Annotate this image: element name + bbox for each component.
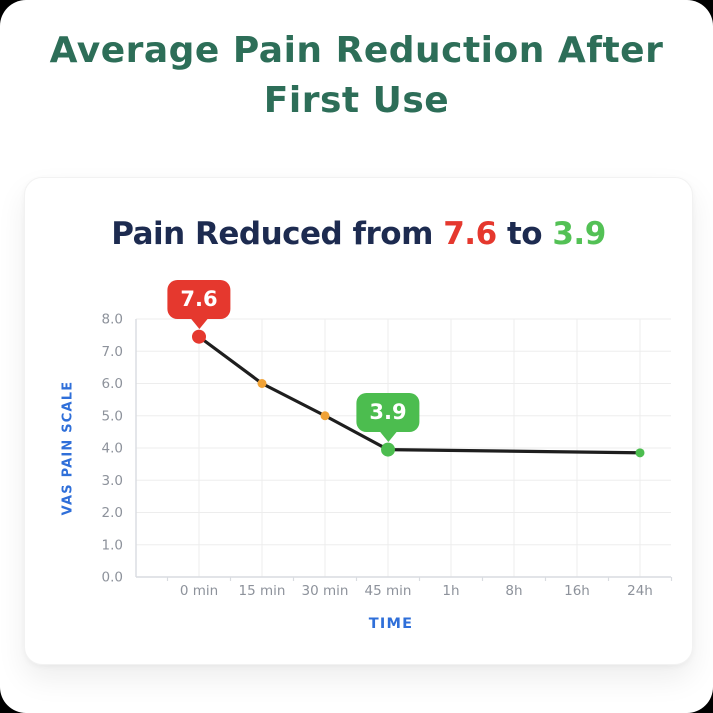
svg-text:15 min: 15 min: [239, 583, 286, 599]
start-value-badge: 7.6: [167, 279, 231, 319]
pain-start-value: 7.6: [443, 216, 497, 252]
svg-text:2.0: 2.0: [102, 505, 123, 521]
svg-text:6.0: 6.0: [102, 376, 123, 392]
svg-text:4.0: 4.0: [102, 441, 123, 457]
svg-text:24h: 24h: [627, 583, 653, 599]
svg-text:5.0: 5.0: [102, 408, 123, 424]
svg-text:0.0: 0.0: [102, 570, 123, 586]
svg-text:16h: 16h: [564, 583, 590, 599]
page-title: Average Pain Reduction After First Use: [49, 30, 664, 121]
svg-text:1.0: 1.0: [102, 537, 123, 553]
chart-card: Pain Reduced from 7.6 to 3.9 8.0 7.0 6.0 5.…: [24, 177, 693, 665]
svg-text:1h: 1h: [442, 583, 459, 599]
chart-title: Pain Reduced from 7.6 to 3.9: [25, 216, 692, 252]
end-value-badge: 3.9: [356, 392, 420, 432]
x-axis-title: TIME: [368, 616, 414, 632]
end-value-badge-label: 3.9: [369, 399, 407, 424]
svg-text:45 min: 45 min: [365, 583, 412, 599]
pain-end-value: 3.9: [552, 216, 606, 252]
svg-text:3.0: 3.0: [102, 473, 123, 489]
svg-text:8h: 8h: [505, 583, 522, 599]
svg-text:0 min: 0 min: [180, 583, 218, 599]
y-axis-title: VAS PAIN SCALE: [60, 380, 76, 516]
start-value-badge-label: 7.6: [180, 286, 218, 311]
chart-title-prefix: Pain Reduced from: [111, 216, 433, 252]
svg-text:7.0: 7.0: [102, 344, 123, 360]
chart-title-connector: to: [506, 216, 543, 252]
svg-text:8.0: 8.0: [102, 312, 123, 328]
svg-text:30 min: 30 min: [302, 583, 349, 599]
